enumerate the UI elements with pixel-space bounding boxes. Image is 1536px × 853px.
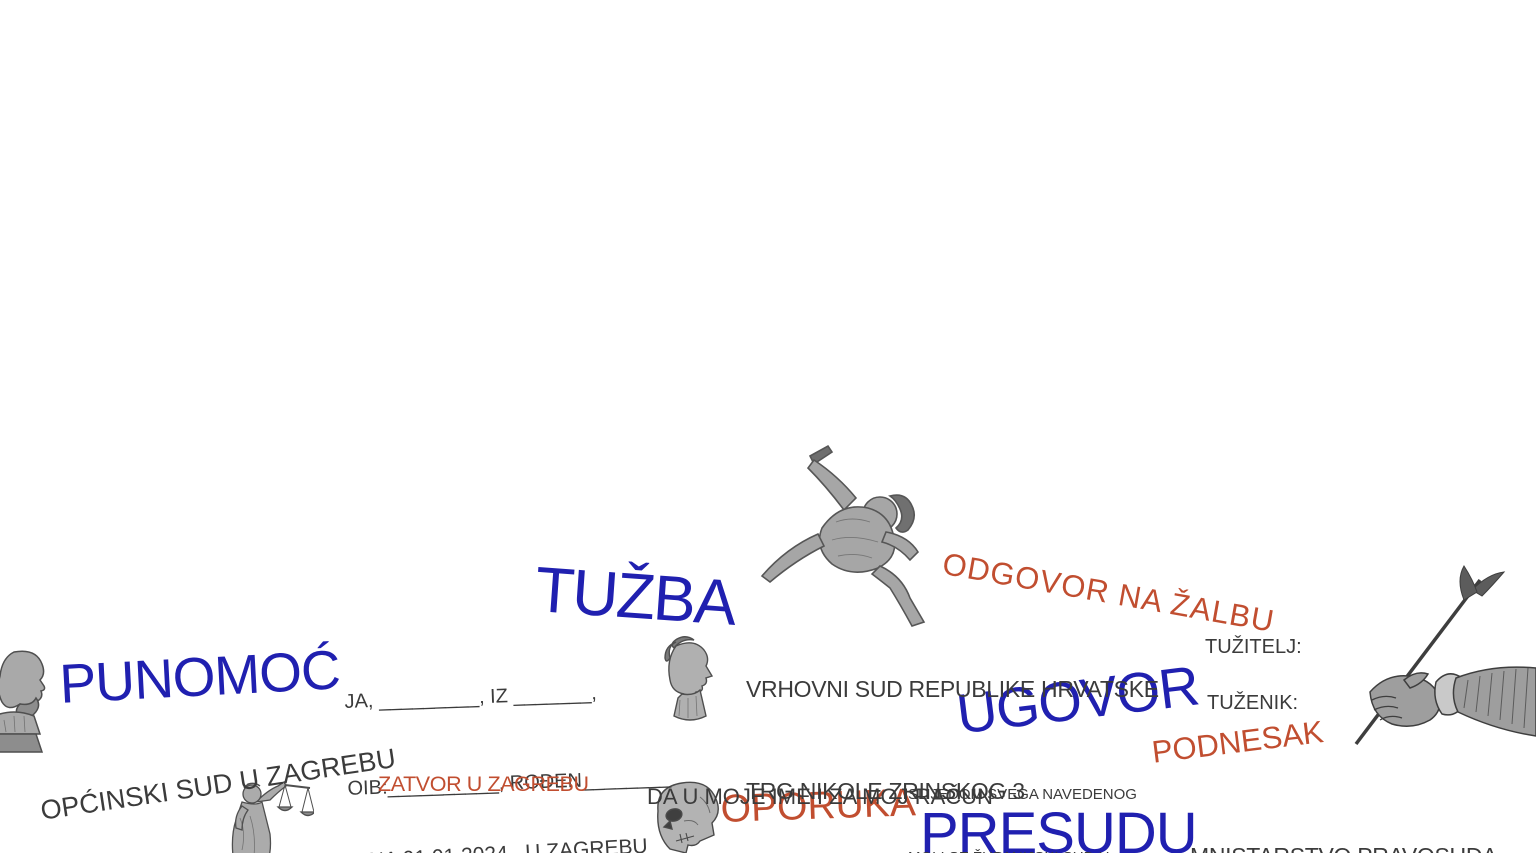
falling-figure-engraving	[760, 444, 926, 627]
clause-line: SLIJEDOM SVEGA NAVEDENOG	[908, 786, 1137, 803]
headline-podnesak: PODNESAK	[1150, 714, 1326, 770]
zatvor-address-block: ZATVOR U ZAGREBU UL. DR. LUJE NALETILIĆA…	[378, 702, 649, 853]
slijedom-clause-block: SLIJEDOM SVEGA NAVEDENOG MOLI SE ŽUPANIJ…	[908, 742, 1137, 853]
clause-line: MOLI SE ŽUPANIJSKI SUD U	[908, 847, 1137, 853]
headline-presudu: PRESUDU	[920, 801, 1198, 853]
vrhovni-sud-address-block: VRHOVNI SUD REPUBLIKE HRVATSKE TRG NIKOL…	[746, 604, 1159, 853]
clause-line: DANA 01.01.2024., U ZAGREBU	[339, 830, 688, 853]
punomoc-clause-block: DA U MOJE IME I ZA MOJ RAČUN OBAVI SVE R…	[647, 714, 993, 853]
lady-justice-engraving	[231, 781, 314, 853]
tuzitelj-label: TUŽITELJ:	[1205, 636, 1302, 658]
hand-with-arrow-engraving	[1354, 565, 1536, 746]
philosopher-bust-engraving	[0, 650, 46, 753]
clause-line: DA U MOJE IME I ZA MOJ RAČUN	[647, 784, 993, 809]
skull-engraving	[657, 781, 719, 853]
ministarstvo-address-block: MNISTARSTVO PRAVOSUĐA UL. GRADA VUKOVARA…	[1190, 774, 1498, 853]
address-line: ZATVOR U ZAGREBU	[378, 772, 589, 796]
tuzenik-label: TUŽENIK:	[1207, 692, 1299, 714]
caesar-bust-engraving	[664, 636, 714, 721]
address-line: TRG NIKOLE ZRINSKOG 3	[746, 778, 1025, 804]
address-line: VRHOVNI SUD REPUBLIKE HRVATSKE	[746, 676, 1159, 702]
address-line: MNISTARSTVO PRAVOSUĐA	[1190, 840, 1498, 853]
